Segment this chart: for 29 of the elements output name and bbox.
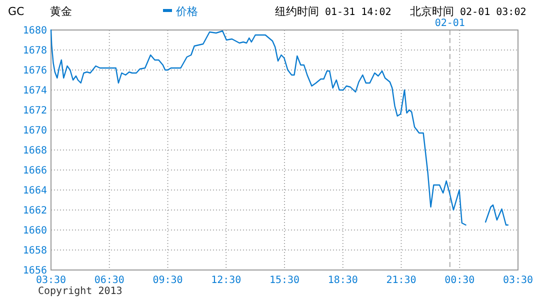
x-tick-label: 03:30: [502, 275, 534, 286]
x-tick-label: 21:30: [386, 275, 416, 286]
x-tick-label: 03:30: [36, 275, 66, 286]
x-tick-label: 00:30: [444, 275, 475, 286]
y-tick-label: 1662: [22, 206, 47, 216]
x-tick-label: 06:30: [94, 275, 124, 286]
text: Copyright 2013: [38, 286, 122, 297]
y-tick-label: 1658: [22, 246, 47, 256]
y-tick-label: 1678: [22, 46, 47, 56]
text: 北京时间 02-01 03:02: [410, 5, 526, 18]
x-tick-label: 12:30: [211, 275, 242, 286]
y-tick-label: 1672: [22, 106, 47, 116]
y-tick-label: 1660: [22, 226, 47, 236]
ref-line-label: 02-01: [434, 18, 465, 29]
x-tick-label: 15:30: [269, 275, 300, 286]
legend-label: 价格: [175, 5, 198, 18]
y-tick-label: 1680: [22, 26, 47, 36]
y-tick-label: 1676: [22, 66, 47, 76]
y-tick-label: 1674: [22, 86, 47, 96]
x-tick-label: 09:30: [152, 275, 183, 286]
chart-title: GC: [8, 5, 25, 18]
y-tick-label: 1670: [22, 126, 47, 136]
text: 纽约时间 01-31 14:02: [275, 5, 392, 18]
y-tick-label: 1666: [22, 166, 47, 176]
y-tick-label: 1668: [22, 146, 47, 156]
y-tick-label: 1664: [22, 186, 47, 196]
x-tick-label: 18:30: [328, 275, 358, 286]
chart-subtitle: 黄金: [50, 5, 72, 18]
y-tick-label: 1656: [22, 266, 47, 276]
